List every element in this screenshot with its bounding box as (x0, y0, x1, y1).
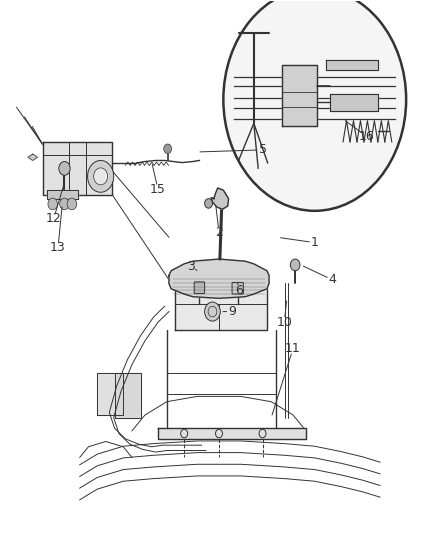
Text: 1: 1 (311, 236, 319, 249)
Polygon shape (169, 259, 269, 298)
Text: 13: 13 (50, 241, 66, 254)
Circle shape (48, 198, 57, 210)
Polygon shape (47, 190, 78, 199)
Polygon shape (176, 288, 267, 330)
Circle shape (59, 161, 70, 175)
Polygon shape (28, 154, 38, 160)
Text: 4: 4 (328, 273, 336, 286)
Polygon shape (282, 65, 317, 126)
Circle shape (290, 259, 300, 271)
FancyBboxPatch shape (194, 282, 205, 294)
Text: 3: 3 (187, 260, 194, 273)
Circle shape (223, 0, 406, 211)
Text: 12: 12 (46, 212, 61, 225)
Text: 2: 2 (215, 225, 223, 239)
Polygon shape (43, 142, 113, 195)
Text: 11: 11 (285, 342, 301, 355)
FancyBboxPatch shape (232, 282, 244, 294)
Circle shape (88, 160, 114, 192)
Circle shape (67, 198, 77, 210)
Polygon shape (330, 94, 378, 111)
Circle shape (205, 302, 220, 321)
Text: 9: 9 (228, 305, 236, 318)
Text: 6: 6 (235, 284, 243, 297)
Text: 10: 10 (276, 316, 292, 329)
Polygon shape (158, 428, 306, 439)
Text: 15: 15 (150, 183, 166, 196)
Circle shape (205, 199, 212, 208)
Circle shape (164, 144, 172, 154)
Polygon shape (97, 373, 123, 415)
Polygon shape (211, 188, 229, 209)
Text: 16: 16 (359, 130, 375, 143)
Text: 5: 5 (258, 143, 266, 156)
Polygon shape (115, 373, 141, 418)
Circle shape (94, 168, 108, 185)
Circle shape (60, 198, 69, 210)
Polygon shape (325, 60, 378, 70)
